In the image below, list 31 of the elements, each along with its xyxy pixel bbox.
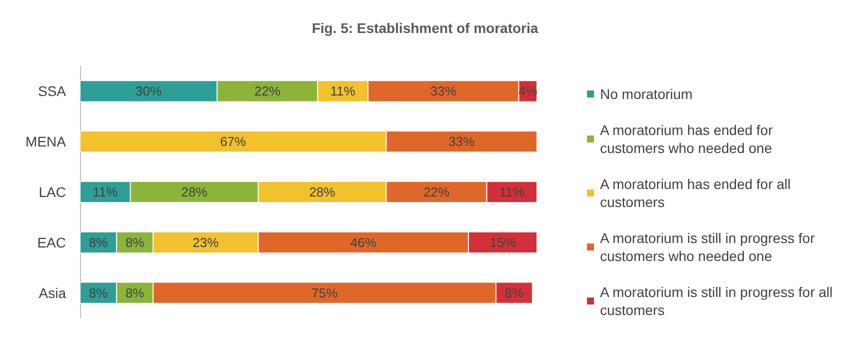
data-label: 8%	[504, 285, 524, 300]
data-label: 67%	[220, 134, 247, 150]
data-label: 75%	[311, 285, 338, 300]
data-label: 8%	[88, 234, 108, 250]
y-tick-label: MENA	[26, 134, 67, 150]
data-label: 30%	[136, 84, 162, 99]
data-label: 33%	[430, 84, 457, 99]
chart-title: Fig. 5: Establishment of moratoria	[312, 20, 538, 36]
y-tick-label: SSA	[38, 83, 67, 100]
legend-label: A moratorium has ended for customers who needed one	[600, 122, 777, 156]
y-tick-label: Asia	[38, 284, 66, 301]
data-label: 46%	[350, 234, 377, 250]
y-tick-label: EAC	[37, 234, 66, 250]
data-label: 8%	[125, 234, 145, 250]
y-tick-label: LAC	[38, 184, 66, 200]
legend-label: A moratorium has ended for all customers	[600, 176, 795, 210]
data-label: 15%	[490, 234, 516, 250]
data-label: 8%	[88, 285, 108, 300]
data-label: 8%	[125, 285, 145, 300]
legend-label: A moratorium is still in progress for all customers	[600, 284, 837, 318]
legend-label: A moratorium is still in progress for customers who needed one	[600, 230, 819, 264]
data-label: 23%	[192, 234, 220, 250]
data-label: 22%	[254, 84, 281, 99]
data-label: 28%	[309, 184, 336, 200]
data-label: 28%	[181, 184, 208, 200]
data-label: 33%	[448, 134, 476, 150]
data-label: 11%	[92, 184, 118, 200]
data-label: 11%	[330, 84, 356, 99]
data-label: 22%	[423, 184, 450, 200]
legend-label: No moratorium	[600, 86, 693, 102]
data-label: 11%	[499, 184, 525, 200]
